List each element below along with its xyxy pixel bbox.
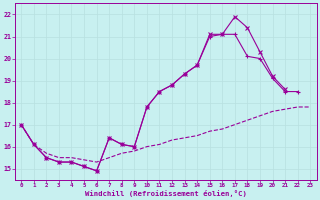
X-axis label: Windchill (Refroidissement éolien,°C): Windchill (Refroidissement éolien,°C)	[85, 190, 247, 197]
